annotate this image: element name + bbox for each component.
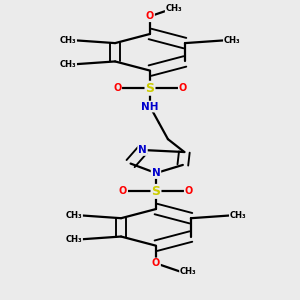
- Text: CH₃: CH₃: [224, 36, 240, 45]
- Text: O: O: [146, 11, 154, 21]
- Text: CH₃: CH₃: [66, 235, 82, 244]
- Text: S: S: [146, 82, 154, 95]
- Text: CH₃: CH₃: [66, 211, 82, 220]
- Text: O: O: [179, 83, 187, 93]
- Text: O: O: [119, 186, 127, 197]
- Text: CH₃: CH₃: [230, 211, 246, 220]
- Text: S: S: [152, 185, 160, 198]
- Text: O: O: [152, 258, 160, 268]
- Text: N: N: [138, 145, 147, 155]
- Text: NH: NH: [141, 102, 159, 112]
- Text: CH₃: CH₃: [180, 267, 196, 276]
- Text: CH₃: CH₃: [166, 4, 182, 13]
- Text: O: O: [113, 83, 121, 93]
- Text: N: N: [152, 168, 160, 178]
- Text: CH₃: CH₃: [60, 36, 76, 45]
- Text: CH₃: CH₃: [60, 60, 76, 69]
- Text: O: O: [185, 186, 193, 197]
